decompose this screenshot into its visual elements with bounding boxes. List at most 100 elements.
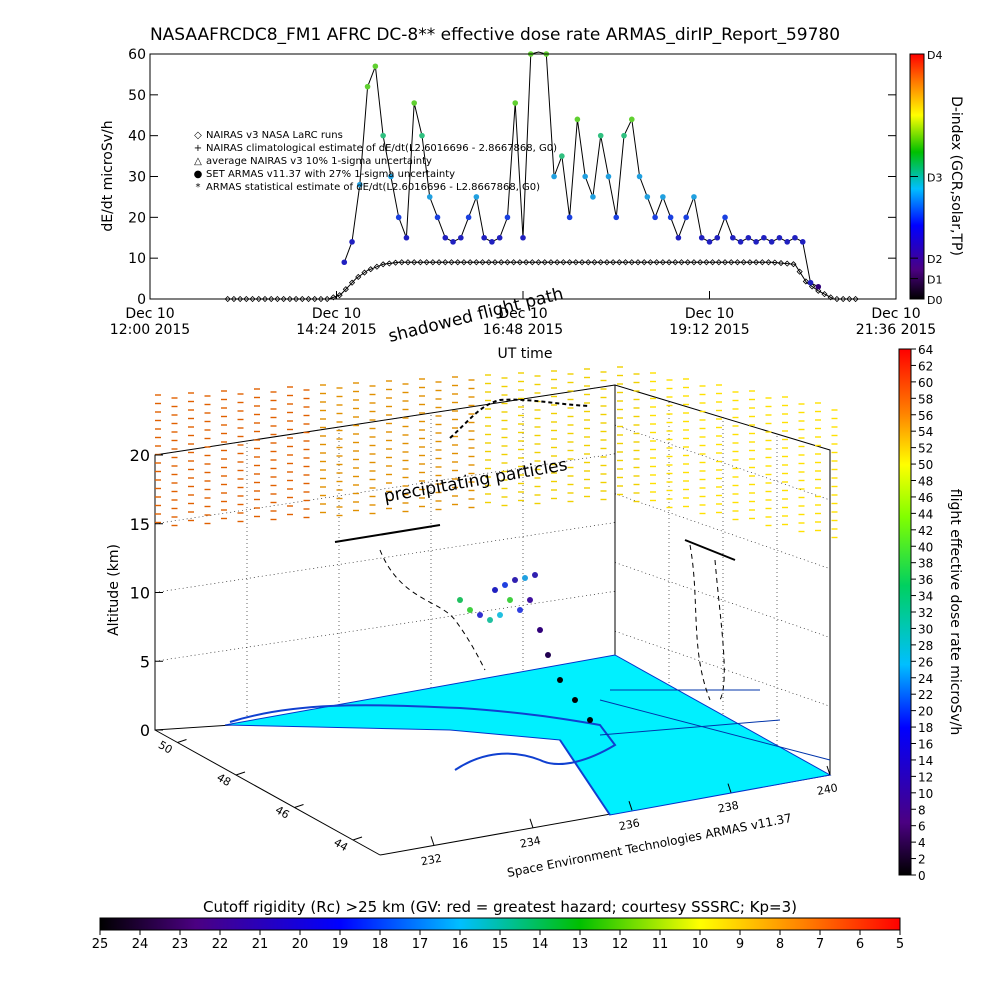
- shadow-path-left-vertical: [379, 549, 486, 671]
- nairas-point: [336, 292, 343, 299]
- cutoff-rigidity-tick-label: 12: [612, 937, 629, 952]
- shadow-path-left: [334, 524, 441, 543]
- nairas-point: [616, 259, 623, 266]
- cutoff-rigidity-tick-label: 10: [692, 937, 709, 952]
- nairas-point: [448, 259, 455, 266]
- dose-rate-tick-label: 22: [918, 688, 933, 702]
- flight-point: [572, 697, 578, 703]
- nairas-point: [491, 259, 499, 266]
- dose-rate-tick-label: 54: [918, 425, 933, 439]
- altitude-axis-label: Altitude (km): [106, 544, 122, 636]
- armas-point: [458, 234, 464, 241]
- longitude-tick: [826, 765, 831, 776]
- cutoff-rigidity-tick-label: 17: [412, 937, 429, 952]
- top-x-tick-date: Dec 10: [498, 306, 547, 322]
- armas-point: [768, 239, 775, 245]
- nairas-point: [728, 259, 735, 266]
- cutoff-rigidity-label: Cutoff rigidity (Rc) >25 km (GV: red = g…: [203, 898, 797, 916]
- longitude-tick: [727, 783, 732, 793]
- shadow-path-right-vertical: [689, 544, 725, 701]
- longitude-axis: 232 234 236 238 240: [420, 765, 839, 869]
- nairas-point: [541, 259, 548, 266]
- nairas-point: [523, 259, 530, 266]
- nairas-point: [715, 259, 722, 266]
- armas-point: [559, 153, 565, 159]
- nairas-point: [721, 259, 729, 266]
- d-index-tick-label: D4: [927, 49, 942, 62]
- dose-rate-tick-label: 12: [918, 770, 933, 784]
- dose-rate-tick-label: 16: [918, 738, 933, 752]
- dose-rate-tick-label: 2: [918, 853, 926, 867]
- nairas-point: [355, 273, 362, 281]
- cutoff-rigidity-colorbar: [99, 917, 901, 931]
- nairas-point: [529, 259, 536, 266]
- annotation-precipitating-particles: precipitating particles: [382, 455, 569, 507]
- top-x-tick-date: Dec 10: [685, 306, 734, 322]
- nairas-point: [230, 295, 237, 303]
- top-x-axis-label: UT time: [498, 346, 553, 362]
- nairas-point: [317, 295, 325, 303]
- nairas-point: [404, 259, 412, 266]
- nairas-point: [815, 287, 822, 294]
- nairas-point: [759, 259, 766, 266]
- nairas-point: [777, 260, 785, 267]
- armas-point: [737, 239, 744, 245]
- nairas-point: [802, 278, 809, 285]
- nairas-point: [380, 261, 387, 268]
- longitude-tick-label: 238: [717, 799, 740, 816]
- nairas-point: [647, 259, 654, 266]
- cutoff-rigidity-tick-label: 5: [896, 937, 904, 952]
- nairas-point: [224, 295, 231, 303]
- top-x-tick-date: Dec 10: [312, 306, 361, 322]
- dose-rate-colorbar-label: flight effective dose rate microSv/h: [947, 489, 963, 735]
- nairas-point: [790, 261, 797, 268]
- legend-symbol: *: [196, 182, 201, 193]
- wall-gridline: [614, 493, 831, 570]
- cutoff-rigidity-tick-label: 15: [492, 937, 509, 952]
- armas-point: [512, 100, 519, 106]
- nairas-point: [566, 259, 573, 266]
- top-y-tick-label: 10: [128, 251, 146, 267]
- top-x-tick-time: 12:00 2015: [110, 322, 190, 338]
- armas-point: [722, 214, 728, 221]
- top-y-tick-label: 50: [128, 88, 146, 104]
- altitude-axis: 0 5 10 15 20: [130, 446, 163, 740]
- armas-point: [605, 173, 612, 180]
- wall-gridline: [154, 590, 616, 662]
- nairas-point: [398, 259, 405, 266]
- nairas-point: [852, 295, 859, 303]
- nairas-point: [746, 259, 753, 266]
- nairas-point: [243, 295, 250, 303]
- top-x-tick-time: 14:24 2015: [296, 322, 376, 338]
- cutoff-rigidity-tick-label: 22: [212, 937, 229, 952]
- flight-points: [457, 572, 593, 723]
- armas-point: [730, 234, 736, 241]
- d-index-tick-label: D0: [927, 294, 942, 307]
- armas-point: [395, 214, 402, 221]
- nairas-point: [827, 294, 834, 301]
- top-x-tick-time: 19:12 2015: [669, 322, 749, 338]
- nairas-point: [597, 259, 604, 266]
- dose-rate-tick-label: 4: [918, 836, 926, 850]
- armas-point: [473, 194, 480, 200]
- nairas-point: [361, 269, 368, 276]
- flight-point: [545, 652, 551, 658]
- cutoff-rigidity-tick-label: 7: [816, 937, 824, 952]
- dose-rate-tick-label: 50: [918, 458, 933, 472]
- dose-rate-tick-label: 34: [918, 590, 933, 604]
- armas-point: [799, 239, 806, 245]
- dose-rate-tick-label: 52: [918, 442, 933, 456]
- cutoff-rigidity-tick-label: 20: [292, 937, 309, 952]
- armas-point: [419, 132, 425, 139]
- cutoff-rigidity-tick-label: 9: [736, 937, 744, 952]
- nairas-point: [703, 259, 710, 266]
- dose-rate-tick-label: 20: [918, 705, 933, 719]
- latitude-tick: [294, 804, 304, 808]
- armas-point: [815, 283, 822, 290]
- dose-rate-tick-label: 44: [918, 507, 933, 521]
- nairas-point: [293, 295, 300, 303]
- armas-point: [683, 214, 689, 221]
- longitude-tick-label: 232: [420, 852, 443, 869]
- dose-rate-tick-label: 62: [918, 359, 933, 373]
- armas-point: [706, 239, 713, 245]
